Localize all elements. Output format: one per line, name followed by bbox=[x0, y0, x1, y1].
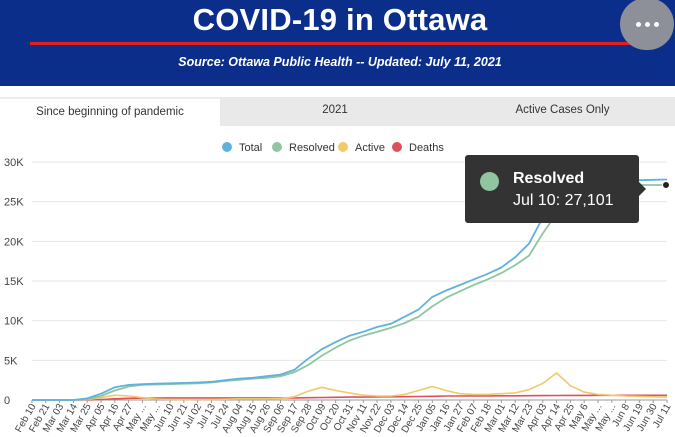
page-subtitle: Source: Ottawa Public Health -- Updated:… bbox=[178, 55, 502, 69]
tab-2021[interactable]: 2021 bbox=[322, 104, 348, 116]
legend-label: Resolved bbox=[289, 142, 335, 154]
legend-swatch bbox=[338, 142, 348, 152]
legend-item-resolved: Resolved bbox=[272, 142, 335, 154]
legend-item-active: Active bbox=[338, 142, 385, 154]
y-tick-label: 10K bbox=[4, 316, 24, 328]
y-tick-label: 0 bbox=[4, 395, 10, 407]
tooltip-swatch bbox=[480, 172, 499, 191]
series-line-deaths bbox=[32, 394, 667, 401]
more-options-button[interactable] bbox=[620, 0, 674, 50]
legend-item-total: Total bbox=[222, 142, 262, 154]
legend-label: Total bbox=[239, 142, 262, 154]
hover-point bbox=[662, 180, 670, 189]
ellipsis-icon bbox=[635, 21, 659, 27]
legend-swatch bbox=[272, 142, 282, 152]
legend-item-deaths: Deaths bbox=[392, 142, 444, 154]
series-line-active bbox=[32, 372, 668, 401]
legend-swatch bbox=[392, 142, 402, 152]
tooltip-pointer bbox=[639, 182, 646, 196]
legend-label: Active bbox=[355, 142, 385, 154]
y-tick-label: 15K bbox=[4, 276, 24, 288]
chart-tooltip: Resolved Jul 10: 27,101 bbox=[465, 155, 646, 223]
tooltip-series-name: Resolved bbox=[513, 170, 585, 187]
y-tick-label: 20K bbox=[4, 236, 24, 248]
legend-label: Deaths bbox=[409, 142, 444, 154]
y-tick-label: 5K bbox=[4, 355, 18, 367]
tab-bar: Since beginning of pandemic 2021 Active … bbox=[0, 97, 675, 126]
tooltip-value: Jul 10: 27,101 bbox=[513, 192, 614, 209]
y-tick-label: 30K bbox=[4, 157, 24, 169]
title-underline bbox=[30, 42, 650, 45]
tab-active-cases[interactable]: Active Cases Only bbox=[515, 104, 610, 116]
header-bar: COVID-19 in Ottawa Source: Ottawa Public… bbox=[0, 0, 675, 86]
tab-since-beginning[interactable]: Since beginning of pandemic bbox=[0, 97, 220, 126]
page-title: COVID-19 in Ottawa bbox=[192, 2, 488, 37]
y-tick-label: 25K bbox=[4, 197, 24, 209]
legend-swatch bbox=[222, 142, 232, 152]
